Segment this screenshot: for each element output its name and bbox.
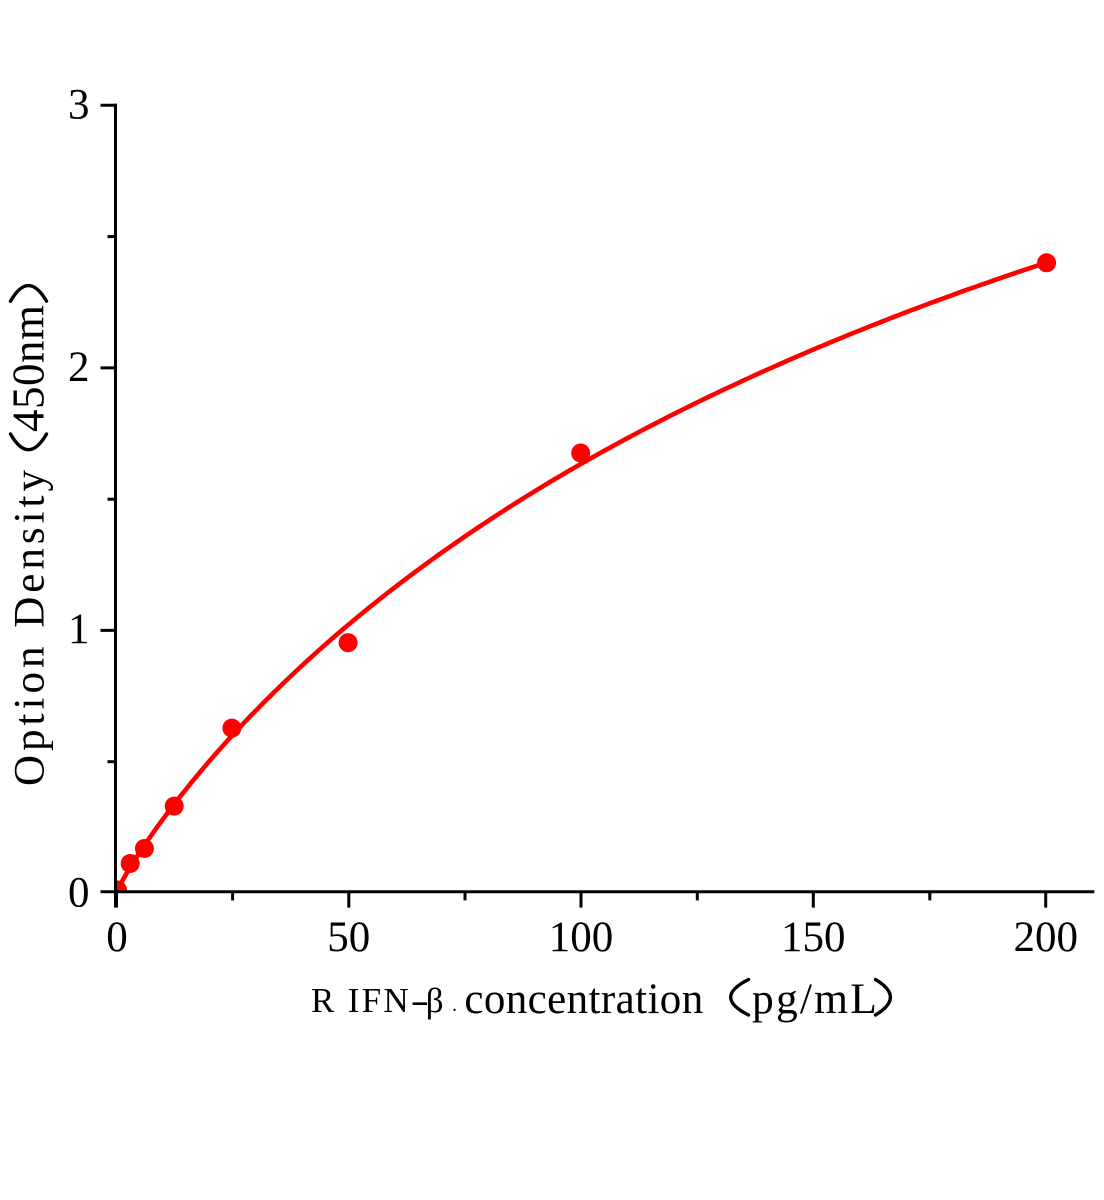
svg-text:β: β <box>426 981 444 1020</box>
svg-text:concentration: concentration <box>464 976 703 1023</box>
svg-text:Option Density: Option Density <box>7 466 54 786</box>
svg-text:3: 3 <box>68 82 90 129</box>
svg-text:100: 100 <box>549 914 614 961</box>
svg-text:50: 50 <box>327 914 370 961</box>
svg-text:.: . <box>452 994 457 1016</box>
svg-text:1: 1 <box>68 606 90 653</box>
svg-text:150: 150 <box>781 914 846 961</box>
svg-text:-: - <box>411 981 430 1020</box>
svg-text:0: 0 <box>106 914 128 961</box>
svg-text:pg/mL: pg/mL <box>752 975 879 1023</box>
svg-text:200: 200 <box>1013 914 1078 961</box>
svg-text:R IFN: R IFN <box>311 981 411 1020</box>
svg-text:0: 0 <box>68 869 90 916</box>
svg-text:2: 2 <box>68 344 90 391</box>
svg-text:450nm: 450nm <box>4 304 54 432</box>
